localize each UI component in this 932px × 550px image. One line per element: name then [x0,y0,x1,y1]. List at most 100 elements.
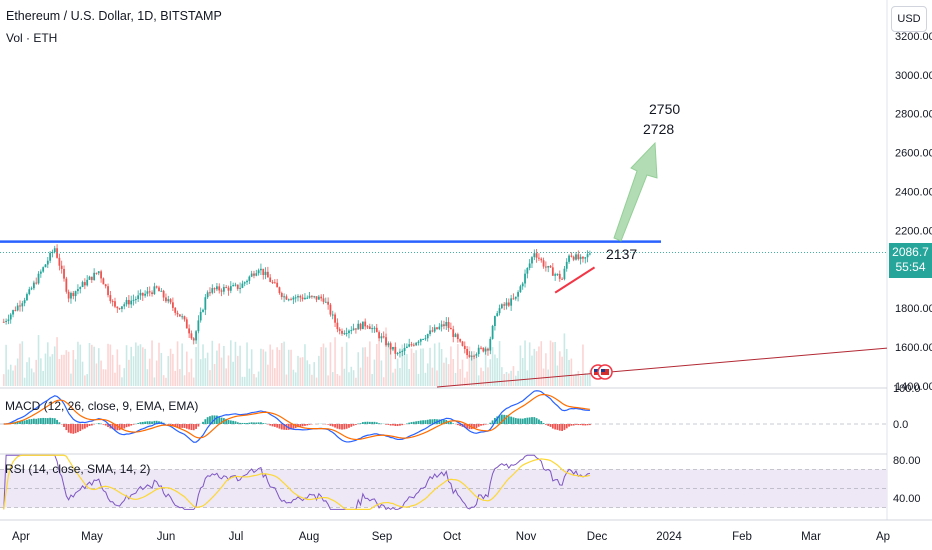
macd-histogram-bar [512,417,515,424]
candle-body [162,290,165,298]
volume-bar [586,373,589,386]
volume-bar [190,358,193,386]
macd-histogram-bar [276,424,279,428]
volume-bar [429,347,431,386]
macd-histogram-bar [433,419,436,424]
volume-bar [531,355,533,386]
candle-body [484,348,487,352]
candle-body [225,287,228,289]
candle-body [392,346,394,350]
macd-histogram-bar [568,424,570,427]
currency-button[interactable]: USD [891,6,927,32]
candle-body [79,287,82,290]
volume-bar [561,356,563,386]
candle-body [371,328,374,330]
volume-bar [280,343,283,386]
candle-body [2,321,5,323]
candle-body [227,287,230,291]
volume-bar [283,341,285,386]
candle-body [373,327,376,329]
candle-body [102,278,105,285]
macd-histogram-bar [151,421,153,424]
volume-bar [28,357,31,386]
macd-histogram-bar [72,424,75,434]
macd-histogram-bar [542,423,545,424]
volume-bar [97,348,100,386]
volume-bar [77,341,79,386]
candle-body [7,319,10,321]
candle-body [174,307,177,313]
macd-histogram-bar [104,424,107,426]
macd-histogram-bar [540,421,543,424]
volume-bar [508,373,510,386]
volume-bar [357,352,360,386]
volume-bar [107,343,109,386]
volume-bar [267,364,269,386]
volume-bar [558,351,561,386]
candle-body [477,347,480,355]
candle-body [118,308,121,310]
volume-bar [109,344,112,386]
volume-bar [63,354,65,386]
time-tick-label: Mar [801,531,821,543]
macd-histogram-bar [447,420,450,424]
macd-label: MACD (12, 26, close, 9, EMA, EMA) [5,399,199,413]
target-label-high: 2750 [649,101,681,117]
volume-bar [290,349,292,386]
candle-body [248,276,251,281]
candle-body [542,260,545,267]
last-price-value: 2086.7 [892,245,929,259]
candle-body [582,256,584,259]
volume-bar [260,348,262,386]
time-tick-label: Aug [299,531,319,543]
volume-bar [86,374,88,386]
volume-bar [320,347,322,386]
volume-bar [440,348,443,386]
volume-bar [572,375,575,386]
candle-body [570,255,573,257]
candle-body [563,268,566,280]
candle-body [554,274,557,276]
volume-bar [125,345,128,386]
volume-bar [195,347,197,386]
volume-bar [410,348,413,386]
volume-bar [436,370,438,386]
volume-bar [204,358,207,386]
macd-histogram-bar [16,421,19,424]
candle-body [28,289,31,295]
volume-bar [362,347,364,386]
macd-histogram-bar [327,424,330,425]
volume-bar [53,346,56,386]
candle-body [44,264,47,268]
macd-histogram-bar [287,424,290,430]
macd-histogram-bar [260,422,262,424]
candle-body [232,285,235,287]
candle-body [88,276,91,280]
candle-body [424,338,427,340]
macd-histogram-bar [577,424,580,426]
volume-bar [313,362,316,386]
candle-body [58,257,61,266]
candle-body [246,280,248,283]
volume-bar [248,368,251,386]
macd-histogram-bar [575,424,577,425]
candle-body [49,252,52,261]
candle-body [253,273,255,276]
macd-histogram-bar [271,424,274,427]
macd-histogram-bar [19,421,21,424]
volume-bar [538,346,540,386]
volume-bar [186,351,188,386]
volume-bar [387,343,390,386]
candle-body [35,282,38,284]
macd-histogram-bar [33,418,35,424]
volume-bar [484,345,487,386]
candle-body [216,286,218,290]
volume-bar [301,357,304,386]
macd-histogram-bar [183,424,186,428]
volume-bar [271,349,274,386]
volume-bar [209,370,211,386]
macd-histogram-bar [127,424,130,427]
volume-bar [315,377,318,386]
volume-bar [56,337,58,386]
